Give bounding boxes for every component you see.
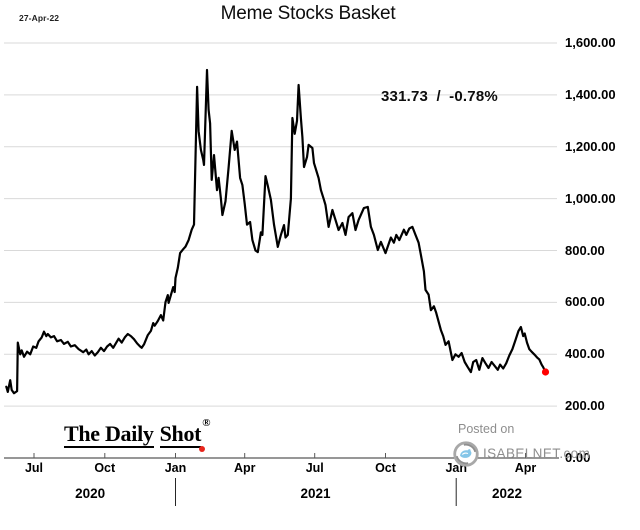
y-axis-label: 600.00 xyxy=(565,294,605,310)
x-axis-year-label: 2021 xyxy=(300,486,331,501)
daily-shot-logo: The Daily Shot® xyxy=(64,417,210,448)
y-axis-label: 1,000.00 xyxy=(565,190,616,206)
registered-mark: ® xyxy=(202,416,211,429)
daily-shot-text-2: Shot xyxy=(159,421,202,448)
y-axis-label: 200.00 xyxy=(565,398,605,414)
y-axis-label: 800.00 xyxy=(565,242,605,258)
posted-on-label: Posted on xyxy=(458,422,515,436)
x-axis-year-label: 2020 xyxy=(75,486,106,501)
x-axis-label: Apr xyxy=(514,461,537,475)
y-axis-label: 0.00 xyxy=(565,450,591,465)
daily-shot-red-dot xyxy=(199,446,205,452)
x-axis-label: Apr xyxy=(233,461,256,475)
chart-title: Meme Stocks Basket xyxy=(220,3,396,24)
x-axis-label: Oct xyxy=(94,461,116,475)
y-axis-label: 400.00 xyxy=(565,346,605,362)
x-axis-label: Jan xyxy=(164,461,187,475)
x-axis-label: Oct xyxy=(375,461,396,475)
y-axis-label: 1,600.00 xyxy=(565,35,616,50)
y-axis-label: 1,200.00 xyxy=(565,138,616,154)
x-axis-year-label: 2022 xyxy=(491,486,523,501)
last-value-annotation: 331.73 / -0.78% xyxy=(381,88,498,105)
date-label: 27-Apr-22 xyxy=(19,13,60,23)
isabelnet-logo-icon xyxy=(453,441,479,467)
x-axis-label: Jul xyxy=(305,461,324,475)
y-axis-label: 1,400.00 xyxy=(565,86,616,102)
isabelnet-label: ISABELNET.com xyxy=(483,446,591,461)
x-axis-label: Jul xyxy=(24,461,44,475)
daily-shot-text-1: The Daily xyxy=(64,421,154,448)
